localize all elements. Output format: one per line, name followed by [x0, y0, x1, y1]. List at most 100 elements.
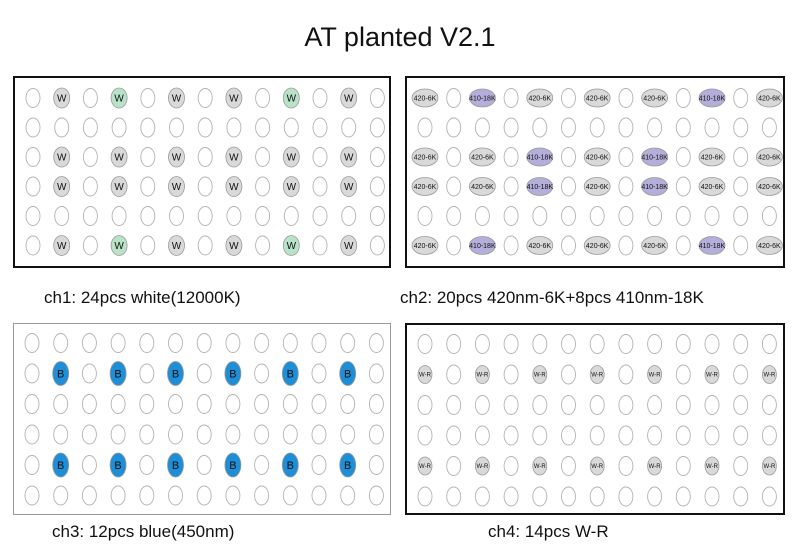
- ch2-empty-slot: [503, 117, 519, 138]
- ch3-led: [52, 452, 70, 478]
- ch4-led: [475, 456, 490, 476]
- ch4-empty-slot: [474, 425, 490, 446]
- ch4-empty-slot: [474, 395, 490, 415]
- ch3-empty-slot: [53, 424, 69, 445]
- ch2-empty-slot: [733, 147, 749, 167]
- ch1-empty-slot: [25, 88, 41, 108]
- ch3-led: [339, 452, 357, 478]
- ch3-empty-slot: [139, 333, 155, 353]
- ch1-empty-slot: [226, 117, 242, 138]
- ch1-empty-slot: [140, 88, 156, 108]
- ch4-empty-slot: [704, 486, 720, 507]
- ch2-caption: ch2: 20pcs 420nm-6K+8pcs 410nm-18K: [400, 288, 704, 307]
- ch1-led: [168, 235, 185, 256]
- ch4-empty-slot: [704, 425, 720, 446]
- ch2-empty-slot: [561, 147, 576, 167]
- ch4-empty-slot: [675, 425, 691, 446]
- ch4-led: [532, 456, 548, 476]
- ch3-empty-slot: [24, 363, 40, 384]
- ch3-empty-slot: [196, 363, 212, 384]
- ch1-led-label: W: [344, 153, 354, 164]
- ch3-led: [281, 452, 299, 478]
- ch1-empty-slot: [341, 206, 357, 226]
- ch4-empty-slot: [647, 425, 663, 446]
- ch2-empty-slot: [675, 88, 691, 108]
- ch3-led-label: B: [57, 460, 64, 472]
- ch1-led: [110, 235, 128, 256]
- ch2-led: [641, 147, 669, 167]
- ch2-led-grid: 420-6K 410-18K 420-6K 420-6K 420-6K 410-18K 42…: [411, 88, 783, 256]
- ch1-led: [225, 87, 243, 109]
- ch4-empty-slot: [733, 456, 749, 476]
- ch3-empty-slot: [340, 485, 356, 506]
- ch1-led: [282, 176, 300, 197]
- ch1-led-label: W: [57, 94, 67, 105]
- ch2-led: [755, 88, 783, 108]
- ch4-empty-slot: [446, 364, 462, 385]
- ch2-led: [411, 147, 439, 167]
- ch2-empty-slot: [761, 206, 777, 226]
- ch3-empty-slot: [311, 485, 327, 506]
- ch4-empty-slot: [561, 334, 576, 354]
- ch4-led-label: W-R: [649, 464, 662, 470]
- ch1-led: [225, 146, 243, 168]
- ch3-caption: ch3: 12pcs blue(450nm): [52, 522, 235, 541]
- ch2-led-label: 410-18K: [469, 243, 496, 250]
- ch2-empty-slot: [532, 206, 548, 226]
- ch2-led-label: 410-18K: [527, 155, 554, 162]
- ch2-led: [755, 177, 783, 196]
- ch1-led-label: W: [229, 182, 239, 193]
- ch4-empty-slot: [618, 425, 634, 446]
- ch2-led: [583, 236, 611, 255]
- ch3-led: [339, 361, 357, 386]
- ch3-empty-slot: [168, 394, 183, 414]
- ch2-led-label: 420-6K: [586, 96, 609, 103]
- ch3-empty-slot: [24, 424, 40, 445]
- ch4-empty-slot: [761, 395, 777, 415]
- ch3-empty-slot: [24, 333, 40, 353]
- ch4-empty-slot: [647, 486, 663, 507]
- ch3-empty-slot: [225, 485, 241, 506]
- ch3-led-label: B: [287, 368, 294, 380]
- ch1-empty-slot: [312, 235, 328, 256]
- ch3-led-grid: B B B B B B B B B B B B: [24, 333, 384, 506]
- ch4-led: [589, 365, 605, 384]
- ch4-empty-slot: [733, 486, 749, 507]
- ch4-led-label: W-R: [706, 373, 719, 379]
- ch4-empty-slot: [561, 456, 576, 476]
- ch2-empty-slot: [503, 88, 519, 108]
- ch3-empty-slot: [254, 485, 270, 506]
- ch4-led: [761, 456, 777, 476]
- ch3-led-label: B: [114, 368, 121, 380]
- ch1-empty-slot: [140, 235, 156, 256]
- ch3-empty-slot: [225, 394, 241, 414]
- ch1-led: [168, 176, 185, 197]
- ch2-empty-slot: [675, 176, 691, 197]
- ch2-empty-slot: [474, 117, 490, 138]
- ch2-led-label: 420-6K: [758, 184, 781, 191]
- ch1-led-label: W: [287, 153, 297, 164]
- ch2-empty-slot: [647, 206, 663, 226]
- ch2-empty-slot: [532, 117, 548, 138]
- ch2-led-label: 410-18K: [699, 96, 726, 103]
- ch3-empty-slot: [311, 394, 327, 414]
- ch2-empty-slot: [618, 206, 634, 226]
- ch2-led-label: 420-6K: [758, 155, 781, 162]
- ch1-empty-slot: [369, 206, 385, 226]
- ch2-led: [469, 88, 496, 108]
- ch1-empty-slot: [25, 117, 41, 138]
- ch2-empty-slot: [446, 235, 462, 256]
- ch3-empty-slot: [225, 424, 241, 445]
- ch4-empty-slot: [733, 364, 749, 385]
- ch4-empty-slot: [704, 395, 720, 415]
- ch3-empty-slot: [24, 394, 40, 414]
- ch1-led: [340, 235, 358, 256]
- ch2-empty-slot: [618, 88, 634, 108]
- ch3-empty-slot: [139, 455, 155, 475]
- ch2-led-label: 420-6K: [529, 96, 552, 103]
- ch1-led-label: W: [172, 182, 182, 193]
- ch4-empty-slot: [761, 425, 777, 446]
- ch3-empty-slot: [368, 455, 384, 475]
- ch1-led-label: W: [57, 241, 67, 252]
- ch3-led-label: B: [57, 368, 64, 380]
